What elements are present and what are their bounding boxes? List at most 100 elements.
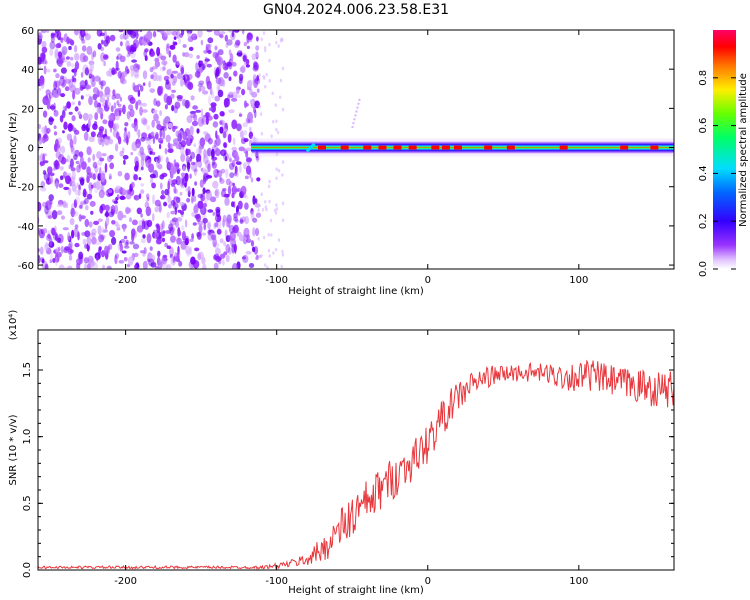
noise-speckle [219,34,224,39]
noise-speckle [121,250,127,254]
noise-speckle [73,210,79,217]
noise-speckle [105,35,111,44]
noise-speckle [193,113,198,122]
noise-speckle [214,190,219,196]
noise-speckle [116,227,121,231]
noise-speckle [62,130,65,134]
noise-speckle [206,30,213,33]
noise-speckle [182,166,186,171]
spectrogram-frame [37,29,675,270]
noise-speckle [127,131,131,140]
noise-speckle [227,63,233,67]
noise-speckle [264,200,267,204]
noise-speckle [71,127,77,132]
noise-speckle [99,97,106,103]
noise-speckle [149,173,156,179]
noise-speckle [54,48,59,58]
noise-speckle [108,211,115,218]
noise-speckle [73,153,78,161]
noise-speckle [223,152,229,162]
noise-speckle [153,113,159,122]
noise-speckle [100,80,104,90]
noise-speckle [164,188,169,196]
noise-speckle [244,202,249,210]
noise-speckle [126,33,130,40]
noise-speckle [56,237,62,243]
noise-speckle [232,182,235,187]
noise-speckle [228,49,232,56]
noise-speckle [185,148,189,157]
noise-speckle [191,197,194,203]
noise-speckle [74,53,80,61]
noise-speckle [281,107,285,112]
noise-speckle [38,230,41,235]
noise-speckle [79,30,86,38]
noise-speckle [82,45,87,52]
noise-speckle [94,75,101,82]
noise-speckle [252,246,256,253]
noise-speckle [254,198,258,204]
noise-speckle [57,42,61,48]
noise-speckle [148,163,155,173]
noise-speckle [53,125,57,130]
noise-speckle [186,198,191,203]
noise-speckle [242,55,247,62]
noise-speckle [191,187,195,197]
noise-speckle [176,60,180,66]
noise-speckle [48,194,54,202]
noise-speckle [147,144,152,151]
noise-speckle [88,185,93,195]
noise-speckle [207,209,214,213]
noise-speckle [270,134,273,138]
noise-speckle [116,56,119,60]
noise-speckle [213,242,220,249]
noise-speckle [184,52,190,58]
noise-speckle [75,196,80,205]
noise-speckle [198,224,203,233]
noise-speckle [147,158,152,164]
noise-speckle [92,262,98,269]
noise-speckle [190,95,195,101]
noise-speckle [65,56,70,60]
colorbar-ticks: 0.0 0.2 0.4 0.6 0.8 [698,70,736,277]
noise-speckle [229,231,236,241]
noise-speckle [221,60,225,69]
noise-speckle [117,103,122,107]
noise-speckle [83,131,89,141]
noise-speckle [166,211,170,219]
noise-speckle [158,74,163,82]
noise-speckle [202,232,206,236]
noise-speckle [80,72,84,78]
noise-speckle [92,87,99,94]
noise-speckle [124,172,130,181]
noise-speckle [231,61,237,67]
noise-speckle [108,173,112,179]
noise-speckle [168,203,172,209]
noise-speckle [66,61,72,67]
noise-speckle [133,252,139,258]
noise-speckle [228,76,232,82]
noise-speckle [88,113,93,121]
noise-speckle [187,82,194,90]
noise-speckle [232,137,236,146]
noise-speckle [124,127,127,132]
noise-speckle [100,52,106,62]
noise-speckle [228,30,233,33]
noise-speckle [274,103,277,107]
noise-speckle [130,181,135,188]
noise-speckle [213,113,219,120]
snr-frame [37,329,675,571]
noise-speckle [233,224,239,234]
noise-speckle [68,187,72,196]
noise-speckle [64,246,70,251]
noise-speckle [222,79,226,87]
noise-speckle [84,230,91,238]
noise-speckle [73,199,78,209]
noise-speckle [222,60,226,66]
noise-speckle [55,257,58,266]
noise-speckle [225,235,231,243]
noise-speckle [171,104,175,112]
noise-speckle [260,192,263,196]
signal-peak [393,145,402,150]
noise-speckle [236,187,242,192]
